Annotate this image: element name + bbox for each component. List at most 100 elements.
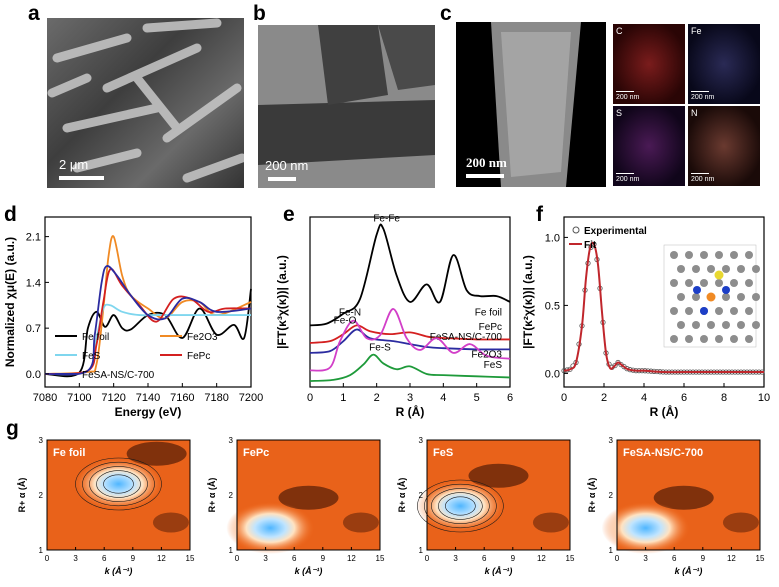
atom-carbon — [745, 307, 753, 315]
chart-e-series-label: FePc — [479, 322, 502, 333]
chart-e-annotation: Fe-O — [334, 316, 357, 327]
atom-carbon — [685, 251, 693, 259]
chart-f-xtick-label: 6 — [681, 392, 687, 404]
wt-dark-region — [152, 512, 189, 533]
wt-contour — [96, 470, 141, 498]
panel-label-e: e — [283, 203, 295, 226]
atom-nitrogen — [700, 307, 708, 315]
atom-carbon — [677, 265, 685, 273]
atom-carbon — [692, 265, 700, 273]
wt-xtick-label: 12 — [157, 554, 166, 563]
wt-map-frame — [46, 439, 191, 551]
wt-dark-region — [342, 512, 379, 533]
wt-contour — [431, 488, 490, 524]
chart-f-ytick-label: 0.0 — [545, 368, 560, 380]
chart-d-ytick-label: 0.7 — [26, 323, 41, 335]
wt-xtick-label: 6 — [482, 554, 487, 563]
wt-xtick-label: 0 — [235, 554, 240, 563]
wt-xtick-label: 15 — [376, 554, 385, 563]
chart-f-ytick-label: 1.0 — [545, 232, 560, 244]
chart-f-xtick-label: 2 — [601, 392, 607, 404]
atom-carbon — [745, 279, 753, 287]
wt-map-title: Fe foil — [53, 447, 85, 459]
atom-carbon — [737, 321, 745, 329]
wt-ytick-label: 3 — [419, 436, 424, 445]
map-scale-c: 200 nm — [616, 94, 640, 101]
chart-f-fit-line — [563, 241, 764, 374]
wt-xtick-label: 15 — [566, 554, 575, 563]
chart-e-series-3 — [309, 308, 511, 372]
chart-d-xtick-label: 7120 — [101, 392, 125, 404]
map-scale-bar-fe — [691, 91, 709, 92]
wt-xtick-label: 6 — [672, 554, 677, 563]
chart-e-series-label: FeS — [484, 360, 503, 371]
chart-f-ytick-label: 0.5 — [545, 300, 560, 312]
atom-nitrogen — [693, 286, 701, 294]
tem-image: 200 nm — [258, 25, 435, 188]
chart-e-series-2 — [309, 328, 511, 354]
chart-f-ylabel: |FT(κ²χ(κ))| (a.u.) — [521, 255, 535, 349]
wt-xtick-label: 3 — [263, 554, 268, 563]
chart-d-legend-label: FeS — [82, 351, 101, 362]
chart-d-xlabel: Energy (eV) — [115, 405, 182, 419]
wt-xtick-label: 6 — [102, 554, 107, 563]
wt-map-title: FeS — [433, 447, 453, 459]
wt-dark-region — [126, 441, 187, 466]
panel-label-g: g — [6, 417, 19, 440]
atom-carbon — [752, 321, 760, 329]
chart-e-xtick-label: 4 — [440, 392, 446, 404]
chart-e-xlabel: R (Å) — [396, 404, 425, 419]
atom-carbon — [730, 307, 738, 315]
map-scale-bar-s — [616, 173, 634, 174]
atom-carbon — [730, 251, 738, 259]
wt-ytick-label: 1 — [609, 546, 614, 555]
chart-e-xtick-label: 1 — [340, 392, 346, 404]
wt-contour — [424, 483, 497, 529]
chart-e-xtick-label: 2 — [374, 392, 380, 404]
chart-d-series-3 — [44, 268, 252, 375]
wt-xtick-label: 9 — [701, 554, 706, 563]
atom-carbon — [715, 307, 723, 315]
chart-e-xtick-label: 5 — [474, 392, 480, 404]
wt-map-title: FeSA-NS/C-700 — [623, 447, 703, 459]
chart-f-xtick-label: 8 — [721, 392, 727, 404]
atom-carbon — [752, 265, 760, 273]
wt-xtick-label: 15 — [186, 554, 195, 563]
chart-d: 7080 7100 7120 7140 7160 7180 7200 0.0 0.7 1.4 2.1… — [3, 216, 263, 419]
haadf-image: 200 nm — [456, 22, 606, 187]
wt-xtick-label: 0 — [425, 554, 430, 563]
atom-carbon — [677, 293, 685, 301]
wt-xtick-label: 9 — [321, 554, 326, 563]
atom-carbon — [722, 265, 730, 273]
chart-f-point — [624, 366, 630, 372]
chart-f-xtick-label: 4 — [641, 392, 647, 404]
chart-e-annotation: Fe-N — [339, 307, 361, 318]
chart-e-annotation: Fe-Fe — [373, 214, 400, 225]
wt-ytick-label: 1 — [39, 546, 44, 555]
wt-ytick-label: 1 — [419, 546, 424, 555]
atom-carbon — [700, 251, 708, 259]
wt-xlabel: k (Å⁻¹) — [105, 566, 133, 576]
wt-xtick-label: 3 — [73, 554, 78, 563]
wt-ylabel: R+ α (Å) — [207, 478, 217, 513]
atom-carbon — [715, 335, 723, 343]
atom-carbon — [677, 321, 685, 329]
wt-xtick-label: 9 — [131, 554, 136, 563]
chart-d-xtick-label: 7180 — [204, 392, 228, 404]
wt-xtick-label: 3 — [453, 554, 458, 563]
chart-d-frame — [44, 216, 252, 388]
atom-nitrogen — [722, 286, 730, 294]
atom-carbon — [692, 321, 700, 329]
wt-hotspot — [416, 480, 505, 532]
atom-carbon — [730, 335, 738, 343]
wt-xtick-label: 6 — [292, 554, 297, 563]
chart-d-xtick-label: 7080 — [33, 392, 57, 404]
wt-contour — [438, 492, 483, 520]
chart-f-xtick-label: 0 — [561, 392, 567, 404]
tem-fibers — [258, 25, 435, 188]
chart-e-series-1 — [309, 324, 511, 344]
wt-ytick-label: 1 — [229, 546, 234, 555]
wt-xtick-label: 9 — [511, 554, 516, 563]
